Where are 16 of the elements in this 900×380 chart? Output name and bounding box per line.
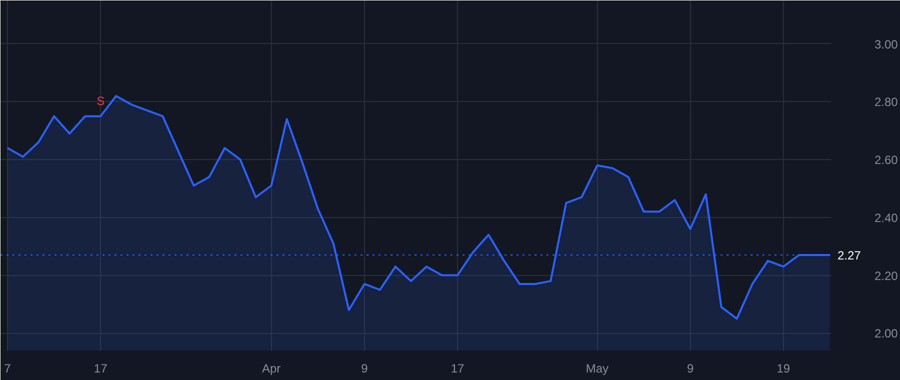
y-tick-label: 2.20: [874, 268, 898, 283]
x-tick-label: May: [586, 362, 609, 376]
x-tick-label: 9: [686, 362, 694, 376]
y-tick-label: 2.00: [874, 326, 898, 341]
x-tick-label: 7: [4, 362, 12, 376]
annotation: S: [96, 94, 105, 108]
x-tick-label: 19: [776, 362, 790, 376]
y-tick-label: 2.60: [874, 153, 898, 168]
x-tick-label: 9: [361, 362, 368, 376]
y-tick-label: 2.80: [874, 95, 898, 110]
ref-line-label: 2.27: [838, 248, 862, 263]
y-tick-label: 2.40: [874, 210, 898, 225]
y-tick-label: 3.00: [874, 37, 898, 52]
x-tick-label: 17: [450, 362, 465, 376]
x-tick-label: 17: [94, 362, 108, 376]
x-tick-label: Apr: [262, 362, 281, 376]
